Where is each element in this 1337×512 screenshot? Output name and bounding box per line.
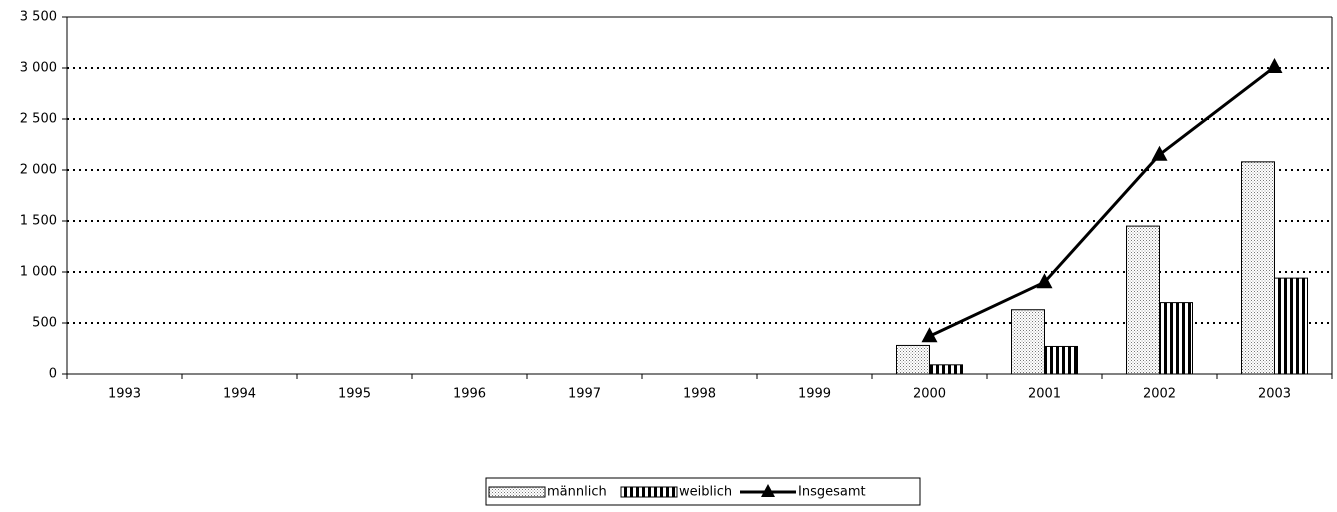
marker	[921, 327, 938, 343]
legend-label: weiblich	[679, 485, 732, 500]
x-tick-label: 2002	[1143, 387, 1176, 402]
x-tick-label: 2000	[913, 387, 946, 402]
bar	[896, 344, 930, 375]
y-tick-label: 3 500	[20, 10, 57, 25]
bar	[1011, 309, 1045, 375]
bar	[1126, 225, 1160, 375]
bar	[1274, 277, 1308, 375]
x-tick-label: 2001	[1028, 387, 1061, 402]
y-tick-label: 0	[49, 367, 57, 382]
bar	[929, 364, 963, 375]
x-tick-label: 2003	[1258, 387, 1291, 402]
x-tick-label: 1999	[798, 387, 831, 402]
y-tick-label: 3 000	[20, 61, 57, 76]
legend-box	[485, 477, 921, 506]
line	[928, 65, 1276, 338]
bar	[1241, 161, 1275, 375]
x-tick-label: 1998	[683, 387, 716, 402]
x-tick-label: 1997	[568, 387, 601, 402]
y-tick-label: 1 500	[20, 214, 57, 229]
y-tick-label: 2 000	[20, 163, 57, 178]
bar	[1044, 345, 1078, 375]
legend-swatch	[620, 486, 678, 498]
y-tick-label: 2 500	[20, 112, 57, 127]
x-tick-label: 1996	[453, 387, 486, 402]
x-tick-label: 1994	[223, 387, 256, 402]
y-tick-label: 1 000	[20, 265, 57, 280]
bar	[1159, 302, 1193, 375]
x-tick-label: 1995	[338, 387, 371, 402]
marker	[1151, 145, 1168, 161]
marker	[1036, 273, 1053, 289]
legend-label: Insgesamt	[798, 485, 866, 500]
legend-swatch	[761, 484, 775, 497]
legend-label: männlich	[547, 485, 607, 500]
legend-swatch	[488, 486, 546, 498]
x-tick-label: 1993	[108, 387, 141, 402]
marker	[1266, 57, 1283, 73]
y-tick-label: 500	[32, 316, 57, 331]
